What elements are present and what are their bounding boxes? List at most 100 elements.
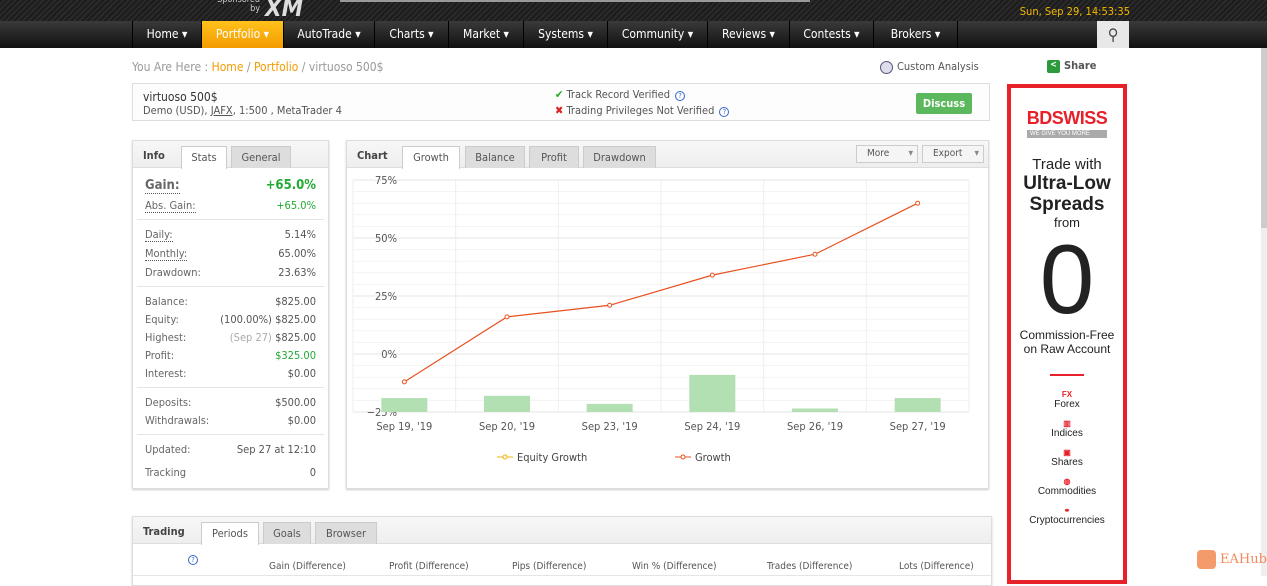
- deposits-label: Deposits:: [145, 396, 192, 409]
- tab-profit[interactable]: Profit: [529, 146, 579, 168]
- account-header: virtuoso 500$ Demo (USD), JAFX, 1:500 , …: [132, 83, 990, 121]
- breadcrumb-home[interactable]: Home: [211, 60, 244, 74]
- column-gain[interactable]: Gain (Difference): [269, 561, 346, 572]
- ad-item-icon: ◍: [1063, 477, 1071, 486]
- daily-label[interactable]: Daily:: [145, 228, 173, 242]
- help-icon[interactable]: ?: [719, 107, 730, 117]
- help-icon[interactable]: ?: [675, 91, 686, 101]
- track-record-label: Track Record Verified: [566, 88, 671, 101]
- equity-growth-bar[interactable]: [484, 395, 530, 412]
- nav-reviews[interactable]: Reviews ▾: [708, 21, 790, 48]
- top-bar: Sponsored by XM Sun, Sep 29, 14:53:35: [0, 0, 1267, 22]
- column-profit[interactable]: Profit (Difference): [389, 561, 469, 572]
- discuss-button[interactable]: Discuss: [916, 93, 972, 114]
- breadcrumb-portfolio[interactable]: Portfolio: [253, 60, 299, 74]
- equity-growth-bar[interactable]: [792, 408, 838, 412]
- ad-line1: Trade with: [1032, 156, 1102, 173]
- info-panel: Info Stats General Gain: +65.0% Abs. Gain…: [132, 140, 329, 489]
- tab-general[interactable]: General: [231, 146, 291, 168]
- ad-tagline: WE GIVE YOU MORE: [1027, 130, 1107, 138]
- ad-zero: 0: [1039, 224, 1095, 334]
- privileges-status: ✖ Trading Privileges Not Verified?: [555, 104, 730, 117]
- chevron-down-icon: ▾: [908, 148, 913, 159]
- nav-portfolio[interactable]: Portfolio ▾: [202, 21, 284, 48]
- ad-item-label: Shares: [1051, 457, 1083, 468]
- withdrawals-value: $0.00: [287, 414, 316, 427]
- nav-brokers[interactable]: Brokers ▾: [874, 21, 958, 48]
- growth-point[interactable]: [709, 272, 715, 278]
- nav-contests[interactable]: Contests ▾: [790, 21, 874, 48]
- nav-systems[interactable]: Systems ▾: [524, 21, 608, 48]
- legend-marker: [502, 454, 508, 460]
- scrollbar-thumb[interactable]: [1261, 48, 1267, 228]
- gain-label[interactable]: Gain:: [145, 178, 180, 194]
- growth-point[interactable]: [607, 302, 613, 308]
- growth-point[interactable]: [401, 379, 407, 385]
- nav-market[interactable]: Market ▾: [449, 21, 524, 48]
- nav-autotrade[interactable]: AutoTrade ▾: [284, 21, 375, 48]
- column-win[interactable]: Win % (Difference): [632, 561, 717, 572]
- tab-drawdown[interactable]: Drawdown: [583, 146, 656, 168]
- growth-line: [404, 202, 918, 383]
- ad-item-icon: FX: [1061, 390, 1073, 399]
- more-label: More: [867, 148, 890, 159]
- ad-brand: BDSWISS: [1026, 108, 1108, 128]
- search-button[interactable]: ⚲: [1097, 21, 1129, 48]
- abs-gain-label[interactable]: Abs. Gain:: [145, 199, 196, 213]
- datetime: Sun, Sep 29, 14:53:35: [1019, 5, 1130, 18]
- breadcrumb: You Are Here : Home / Portfolio / virtuo…: [132, 60, 383, 74]
- growth-point[interactable]: [504, 314, 510, 320]
- column-pips[interactable]: Pips (Difference): [512, 561, 587, 572]
- growth-point[interactable]: [812, 251, 818, 257]
- deposits-value: $500.00: [275, 396, 316, 409]
- equity-growth-bar[interactable]: [689, 374, 736, 412]
- tab-stats[interactable]: Stats: [181, 146, 227, 169]
- export-dropdown[interactable]: Export ▾: [922, 145, 984, 163]
- chevron-down-icon: ▾: [974, 148, 979, 159]
- tab-browser[interactable]: Browser: [315, 522, 377, 544]
- growth-point[interactable]: [915, 200, 921, 206]
- cross-icon: ✖: [555, 104, 564, 117]
- y-tick-label: 50%: [375, 232, 397, 245]
- scrollbar[interactable]: [1261, 48, 1267, 576]
- ad-line5: Commission-Free: [1019, 328, 1115, 342]
- tab-goals[interactable]: Goals: [263, 522, 311, 544]
- tab-growth[interactable]: Growth: [402, 146, 460, 169]
- custom-analysis-link[interactable]: Custom Analysis: [880, 60, 979, 74]
- xm-logo[interactable]: XM: [265, 0, 304, 22]
- updated-label: Updated:: [145, 443, 191, 456]
- x-tick-label: Sep 24, '19: [684, 420, 740, 433]
- nav-charts[interactable]: Charts ▾: [375, 21, 449, 48]
- broker-link[interactable]: JAFX: [210, 104, 233, 117]
- x-tick-label: Sep 20, '19: [479, 420, 535, 433]
- share-button[interactable]: < Share: [1047, 59, 1096, 73]
- equity-growth-bar[interactable]: [381, 398, 428, 412]
- equity-label: Equity:: [145, 313, 179, 326]
- custom-analysis-label: Custom Analysis: [897, 60, 979, 73]
- tab-periods[interactable]: Periods: [201, 522, 259, 545]
- more-dropdown[interactable]: More ▾: [856, 145, 918, 163]
- account-type: Demo (USD),: [143, 104, 211, 117]
- monthly-label[interactable]: Monthly:: [145, 247, 188, 261]
- divider: [137, 286, 324, 287]
- divider: [137, 387, 324, 388]
- legend-label[interactable]: Growth: [695, 451, 731, 464]
- account-leverage-platform: , 1:500 , MetaTrader 4: [232, 104, 342, 117]
- ad-line3: Spreads: [1029, 194, 1105, 215]
- column-lots[interactable]: Lots (Difference): [899, 561, 974, 572]
- nav-home[interactable]: Home ▾: [132, 21, 202, 48]
- column-trades[interactable]: Trades (Difference): [767, 561, 853, 572]
- equity-growth-bar[interactable]: [894, 398, 941, 412]
- bdswiss-ad[interactable]: BDSWISS WE GIVE YOU MORE Trade with Ultr…: [1007, 84, 1127, 584]
- help-icon[interactable]: ?: [188, 555, 198, 565]
- nav-community[interactable]: Community ▾: [608, 21, 708, 48]
- gain-value: +65.0%: [265, 178, 316, 193]
- breadcrumb-sep: /: [298, 60, 309, 74]
- equity-growth-bar[interactable]: [586, 403, 633, 412]
- trading-panel: Trading Periods Goals Browser ? Gain (Di…: [132, 516, 992, 586]
- legend-label[interactable]: Equity Growth: [517, 451, 587, 464]
- tab-balance[interactable]: Balance: [465, 146, 525, 168]
- ad-item-label: Cryptocurrencies: [1029, 515, 1105, 526]
- ad-item: ▥ Indices: [1011, 419, 1123, 439]
- growth-chart[interactable]: 75%50%25%0%−25%Sep 19, '19 Sep 20, '19 Sep…: [347, 168, 988, 488]
